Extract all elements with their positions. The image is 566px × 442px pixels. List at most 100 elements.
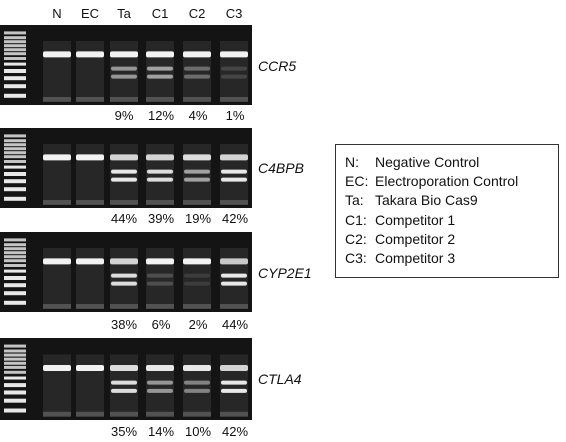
lane-smear xyxy=(43,41,71,101)
cleavage-band xyxy=(184,177,210,182)
main-band xyxy=(220,258,248,265)
main-band xyxy=(110,365,138,372)
pct-cyp2e1-c3: 44% xyxy=(221,317,249,332)
primer-haze xyxy=(220,304,248,309)
legend-label: Competitor 1 xyxy=(375,211,456,228)
main-band xyxy=(43,51,71,58)
pct-cyp2e1-ta: 38% xyxy=(110,317,138,332)
primer-haze xyxy=(183,97,211,102)
pct-ctla4-ta: 35% xyxy=(110,424,138,439)
pct-ccr5-c2: 4% xyxy=(188,108,208,123)
lane-smear xyxy=(220,144,248,204)
ladder-band xyxy=(4,31,26,35)
cleavage-band xyxy=(221,273,247,278)
ladder-band xyxy=(4,353,26,357)
ladder-band xyxy=(4,187,26,192)
primer-haze xyxy=(43,97,71,102)
ladder-band xyxy=(4,365,26,369)
legend-label: Competitor 3 xyxy=(375,250,456,267)
gel-panel-ccr5 xyxy=(0,25,252,105)
lane-smear xyxy=(110,144,138,204)
primer-haze xyxy=(146,304,174,309)
cleavage-band xyxy=(147,273,173,278)
main-band xyxy=(76,365,104,372)
ladder-band xyxy=(4,291,26,296)
pct-c4bpb-c2: 19% xyxy=(184,211,212,226)
main-band xyxy=(76,51,104,58)
lane-smear xyxy=(110,41,138,101)
ladder-band xyxy=(4,269,26,273)
primer-haze xyxy=(43,411,71,417)
lane-header-ec: EC xyxy=(80,6,100,21)
cleavage-band xyxy=(147,177,173,182)
ladder-band xyxy=(4,151,26,155)
lane-smear xyxy=(183,41,211,101)
legend-key: EC: xyxy=(345,173,369,190)
cleavage-band xyxy=(111,66,137,71)
legend-key: C1: xyxy=(345,211,367,228)
ladder-band xyxy=(4,300,26,305)
cleavage-band xyxy=(147,66,173,71)
ladder-band xyxy=(4,259,26,263)
lane-header-ta: Ta xyxy=(117,6,131,21)
ladder-band xyxy=(4,36,26,40)
lane-smear xyxy=(220,354,248,416)
ladder-band xyxy=(4,383,26,388)
pct-c4bpb-ta: 44% xyxy=(110,211,138,226)
legend-row: C1: Competitor 1 xyxy=(345,211,558,230)
cleavage-band xyxy=(111,273,137,278)
cleavage-band xyxy=(221,177,247,182)
cleavage-band xyxy=(184,169,210,174)
ladder-band xyxy=(4,376,26,380)
ladder-band xyxy=(4,344,26,348)
main-band xyxy=(146,51,174,58)
ladder-band xyxy=(4,196,26,201)
cleavage-band xyxy=(111,74,137,79)
cleavage-band xyxy=(147,169,173,174)
ladder-band xyxy=(4,390,26,395)
pct-c4bpb-c1: 39% xyxy=(147,211,175,226)
ladder-band xyxy=(4,69,26,73)
primer-haze xyxy=(183,304,211,309)
cleavage-band xyxy=(221,66,247,71)
main-band xyxy=(110,258,138,265)
lane-smear xyxy=(183,354,211,416)
primer-haze xyxy=(43,200,71,205)
cleavage-band xyxy=(184,388,210,393)
primer-haze xyxy=(146,97,174,102)
ladder-band xyxy=(4,361,26,365)
main-band xyxy=(146,154,174,161)
cleavage-band xyxy=(111,281,137,286)
legend-row: EC: Electroporation Control xyxy=(345,172,558,191)
cleavage-band xyxy=(111,380,137,385)
main-band xyxy=(183,365,211,372)
gene-label-c4bpb: C4BPB xyxy=(258,160,304,176)
ladder-band xyxy=(4,57,26,60)
ladder-band xyxy=(4,398,26,403)
ladder-band xyxy=(4,160,26,163)
ladder-band xyxy=(4,155,26,159)
primer-haze xyxy=(76,200,104,205)
primer-haze xyxy=(76,304,104,309)
ladder-band xyxy=(4,93,26,98)
cleavage-band xyxy=(147,74,173,79)
primer-haze xyxy=(110,200,138,205)
main-band xyxy=(43,365,71,372)
main-band xyxy=(76,258,104,265)
gel-panel-c4bpb xyxy=(0,128,252,208)
primer-haze xyxy=(146,200,174,205)
main-band xyxy=(183,258,211,265)
gel-image xyxy=(4,344,248,417)
main-band xyxy=(76,154,104,161)
ladder-band xyxy=(4,143,26,147)
legend-box: N: Negative Control EC: Electroporation Co… xyxy=(335,144,559,278)
legend-row: N: Negative Control xyxy=(345,153,558,172)
lane-smear xyxy=(146,144,174,204)
ladder-band xyxy=(4,276,26,280)
cleavage-band xyxy=(147,380,173,385)
lane-header-c2: C2 xyxy=(188,6,206,21)
ladder-band xyxy=(4,44,26,48)
gel-image xyxy=(4,31,248,102)
cleavage-band xyxy=(221,281,247,286)
pct-ccr5-c1: 12% xyxy=(147,108,175,123)
